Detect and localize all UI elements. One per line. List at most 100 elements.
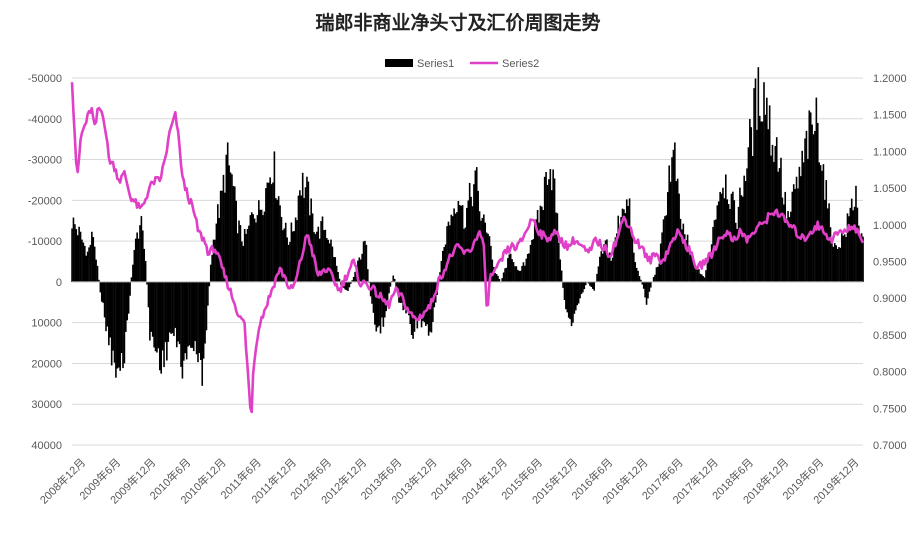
series1-bar <box>691 256 693 282</box>
series1-bar <box>71 228 73 282</box>
series1-bar <box>125 281 127 332</box>
series1-bar <box>624 213 627 282</box>
series1-bar <box>245 233 247 282</box>
series1-bar <box>497 275 499 282</box>
series1-bar <box>335 265 338 282</box>
series1-bar <box>375 281 378 332</box>
series1-bar <box>316 231 318 282</box>
series1-bar <box>142 230 144 282</box>
right-axis-tick-label: 0.7000 <box>873 440 907 452</box>
series1-bar <box>458 205 461 282</box>
series1-bar <box>317 226 320 282</box>
series1-bar <box>852 210 854 282</box>
series2-line <box>70 82 865 414</box>
series1-bar <box>157 281 160 349</box>
series1-bar <box>361 253 363 282</box>
series1-bar <box>208 281 211 287</box>
series1-bar <box>815 97 818 282</box>
series1-bar <box>299 190 301 282</box>
series1-bar <box>393 278 396 282</box>
series1-bar <box>337 271 339 282</box>
series1-bar <box>284 222 287 282</box>
series1-bar <box>134 238 137 282</box>
series1-bar <box>297 195 300 282</box>
series1-bar <box>277 196 280 282</box>
series1-bar <box>549 168 552 282</box>
series1-bar <box>209 264 212 282</box>
series1-bar <box>532 239 535 282</box>
series1-bar <box>848 216 850 282</box>
series1-bar <box>768 105 771 282</box>
series1-bar <box>352 276 355 282</box>
series1-bar <box>250 212 253 282</box>
series1-bar <box>628 198 631 282</box>
series1-bar <box>102 281 104 303</box>
series1-bar <box>761 121 764 282</box>
series1-bar <box>858 225 860 282</box>
series1-bar <box>259 209 262 282</box>
series1-bar <box>136 232 138 282</box>
series1-bar <box>109 281 112 338</box>
series1-bar <box>405 281 407 314</box>
series1-bar <box>338 278 341 282</box>
series1-bar <box>751 156 754 282</box>
series1-bar <box>783 204 785 282</box>
series1-bar <box>105 281 107 332</box>
series1-bar <box>205 281 208 331</box>
series1-bar <box>757 67 760 282</box>
series1-bar <box>509 253 512 282</box>
series1-bar <box>614 237 617 282</box>
series1-bar <box>350 281 352 284</box>
series1-bar <box>700 274 703 282</box>
series1-bar <box>577 281 580 304</box>
series1-bar <box>623 209 625 282</box>
series1-bar <box>88 247 90 282</box>
series1-bar <box>652 277 655 282</box>
series1-bar <box>422 281 424 321</box>
series1-bar <box>323 230 325 282</box>
series1-bar <box>809 112 812 282</box>
series1-bar <box>593 281 595 291</box>
series1-bar <box>610 260 612 282</box>
series1-bar <box>325 238 328 282</box>
series1-bar <box>529 244 532 282</box>
series1-bar <box>514 266 516 282</box>
series1-bar <box>441 250 444 282</box>
series1-bar <box>119 281 121 371</box>
series1-bar <box>446 226 448 282</box>
series1-bar <box>386 281 389 301</box>
series1-bar <box>214 239 216 282</box>
series1-bar <box>546 184 549 282</box>
series1-bar <box>132 264 134 282</box>
series1-bar <box>853 206 856 282</box>
series1-bar <box>525 258 528 282</box>
series1-bar <box>703 277 706 282</box>
series1-bar <box>276 199 279 282</box>
series1-bar <box>627 205 629 282</box>
series1-bar <box>72 217 75 282</box>
series1-bar <box>729 209 731 282</box>
series1-bar <box>249 215 252 282</box>
series1-bar <box>207 281 209 306</box>
series1-bar <box>180 281 182 367</box>
series1-bar <box>838 247 840 282</box>
x-axis-tick-label: 2008年12月 <box>37 455 88 506</box>
series1-bar <box>709 252 712 282</box>
series1-bar <box>788 217 791 282</box>
series1-bar <box>668 165 670 282</box>
series1-bar <box>351 280 354 282</box>
left-axis-tick-label: 40000 <box>31 440 62 452</box>
series1-bar <box>808 110 811 282</box>
series1-bar <box>512 262 515 282</box>
series1-bar <box>92 237 95 282</box>
series1-bar <box>76 235 79 282</box>
series1-bar <box>579 281 581 299</box>
series1-bar <box>536 210 539 282</box>
series1-bar <box>686 234 689 282</box>
series1-bar <box>613 244 615 282</box>
series1-bar <box>345 281 348 291</box>
series1-bar <box>647 281 649 299</box>
series1-bar <box>282 230 284 282</box>
series1-bar <box>511 259 513 282</box>
